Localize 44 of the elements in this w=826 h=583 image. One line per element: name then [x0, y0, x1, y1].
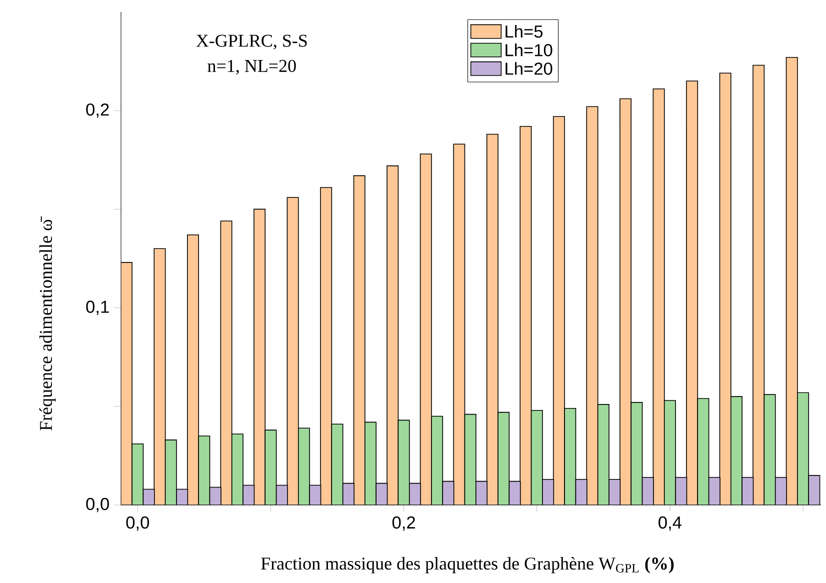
bar [242, 484, 255, 505]
bar [320, 187, 332, 505]
bar [353, 175, 366, 505]
bar [742, 476, 754, 505]
annotation: n=1, NL=20 [208, 60, 296, 75]
bar [586, 106, 598, 505]
bar [420, 154, 432, 505]
y-axis-title: Fréquence adimentionnelle ω̄ [39, 216, 56, 430]
bar [376, 482, 388, 505]
bar [642, 476, 654, 505]
bar [154, 248, 166, 505]
bar [342, 482, 354, 505]
bar [652, 88, 665, 505]
bar [121, 262, 132, 505]
bar [442, 480, 454, 505]
bar [276, 484, 288, 505]
legend-label: Lh=10 [506, 44, 552, 56]
bar [286, 196, 299, 505]
legend-label: Lh=20 [506, 62, 552, 75]
y-tick-label: 0,1 [86, 300, 109, 315]
x-axis-title: Fraction massique des plaquettes de Graphène W$_{GPL}$ (%) [261, 556, 674, 574]
x-tick-label: 0,2 [392, 516, 415, 531]
y-tick-label: 0,2 [86, 103, 109, 118]
x-tick-label: 0,4 [658, 516, 682, 531]
bar [220, 220, 232, 505]
bar [309, 484, 322, 505]
bar [453, 144, 466, 505]
annotation: X-GPLRC, S-S [196, 34, 307, 50]
bar [508, 480, 521, 505]
x-tick-label: 0,0 [126, 516, 150, 531]
bar [486, 134, 498, 505]
y-tick-label: 0,0 [86, 498, 109, 512]
bar [520, 126, 532, 505]
bar [786, 56, 798, 505]
legend-label: Lh=5 [506, 24, 543, 38]
bar [675, 476, 688, 505]
bar [808, 475, 820, 505]
bar [752, 64, 765, 505]
bar [608, 478, 621, 505]
bar [575, 478, 588, 505]
bar [386, 165, 399, 505]
bar [209, 486, 222, 505]
bar [719, 72, 732, 505]
bar [708, 476, 720, 505]
